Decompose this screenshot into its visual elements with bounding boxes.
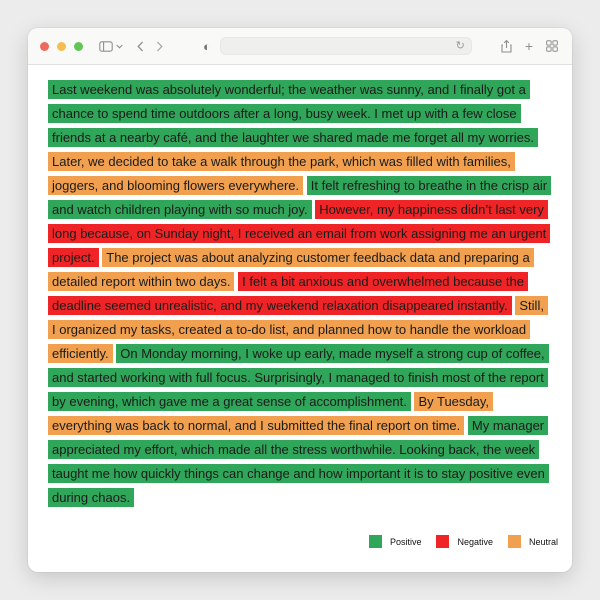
share-icon[interactable] bbox=[501, 39, 512, 53]
legend-label: Positive bbox=[389, 536, 422, 547]
legend-swatch-positive bbox=[368, 535, 382, 548]
legend-swatch-negative bbox=[436, 535, 450, 548]
window-controls bbox=[40, 41, 83, 51]
legend: Positive Negative Neutral bbox=[368, 535, 558, 548]
legend-item-positive: Positive bbox=[368, 535, 422, 548]
forward-button[interactable] bbox=[156, 40, 163, 52]
legend-item-negative: Negative bbox=[436, 535, 493, 548]
back-button[interactable] bbox=[137, 40, 144, 52]
minimize-button[interactable] bbox=[57, 41, 66, 51]
page-appearance-icon[interactable]: ◐ bbox=[203, 38, 211, 54]
page-content: Last weekend was absolutely wonderful; t… bbox=[28, 65, 572, 572]
zoom-button[interactable] bbox=[74, 41, 83, 51]
sentence-positive: On Monday morning, I woke up early, made… bbox=[48, 344, 549, 411]
address-input[interactable] bbox=[226, 39, 456, 53]
sidebar-icon[interactable] bbox=[99, 40, 113, 52]
chevron-down-icon[interactable] bbox=[116, 44, 123, 49]
legend-swatch-neutral bbox=[507, 535, 521, 548]
browser-window: ◐ ↻ + L bbox=[28, 28, 572, 572]
legend-label: Negative bbox=[457, 536, 493, 547]
close-button[interactable] bbox=[40, 41, 49, 51]
plus-icon[interactable]: + bbox=[524, 38, 533, 54]
address-bar[interactable]: ↻ bbox=[219, 37, 472, 55]
reload-icon[interactable]: ↻ bbox=[455, 39, 465, 52]
legend-item-neutral: Neutral bbox=[507, 535, 558, 548]
tab-overview-icon[interactable] bbox=[546, 40, 558, 52]
browser-toolbar: ◐ ↻ + bbox=[28, 28, 572, 65]
sentence-positive: Last weekend was absolutely wonderful; t… bbox=[48, 80, 538, 147]
essay-text: Last weekend was absolutely wonderful; t… bbox=[28, 65, 572, 510]
legend-label: Neutral bbox=[528, 536, 558, 547]
